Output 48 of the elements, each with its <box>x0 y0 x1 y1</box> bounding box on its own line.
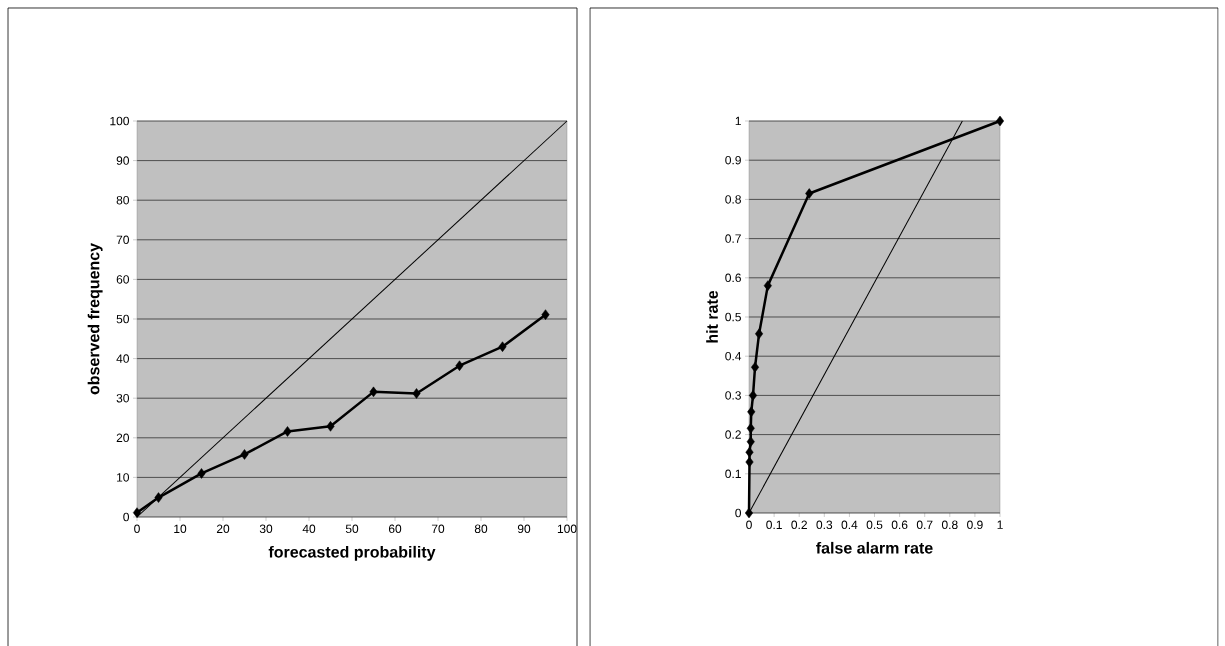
x-axis-title: forecasted probability <box>268 545 436 561</box>
x-tick-label: 40 <box>302 524 316 534</box>
y-tick-label: 0.4 <box>725 351 742 361</box>
x-tick-label: 0.6 <box>891 520 908 530</box>
y-tick-label: 1 <box>735 116 741 126</box>
y-tick-label: 100 <box>110 116 130 126</box>
y-tick-label: 0.7 <box>725 234 741 243</box>
y-tick-label: 0.5 <box>725 312 741 322</box>
y-tick-label: 20 <box>116 433 130 443</box>
y-tick-label: 50 <box>116 314 130 324</box>
x-axis-title: false alarm rate <box>816 541 933 554</box>
x-tick-label: 20 <box>216 524 230 534</box>
y-tick-label: 0 <box>123 512 130 522</box>
x-tick-label: 0.9 <box>967 520 983 530</box>
y-tick-label: 0.9 <box>725 155 741 165</box>
y-tick-label: 0.2 <box>725 430 741 439</box>
y-tick-label: 90 <box>116 156 130 165</box>
y-tick-label: 0.3 <box>725 391 741 400</box>
y-tick-label: 40 <box>116 354 130 363</box>
x-tick-label: 60 <box>388 524 402 534</box>
y-tick-label: 0 <box>735 508 742 518</box>
x-tick-label: 90 <box>517 524 531 534</box>
x-tick-label: 100 <box>557 524 577 534</box>
x-tick-label: 70 <box>431 524 445 534</box>
x-tick-label: 0.1 <box>766 520 782 530</box>
x-tick-label: 80 <box>474 524 488 534</box>
y-tick-label: 30 <box>116 393 130 403</box>
y-axis-title: hit rate <box>706 290 718 343</box>
x-tick-label: 0.7 <box>916 520 933 530</box>
y-axis-title: observed frequency <box>87 243 103 395</box>
y-tick-label: 60 <box>116 275 130 284</box>
x-tick-label: 0.4 <box>841 520 858 530</box>
y-tick-label: 70 <box>116 235 130 245</box>
y-tick-label: 80 <box>116 195 130 205</box>
y-tick-label: 0.8 <box>725 195 741 204</box>
x-tick-label: 0.2 <box>791 520 807 530</box>
y-tick-label: 10 <box>117 473 130 482</box>
x-tick-label: 0.3 <box>816 520 833 530</box>
x-tick-label: 1 <box>997 520 1003 529</box>
y-tick-label: 0.6 <box>725 273 741 283</box>
x-tick-label: 0.5 <box>866 520 883 530</box>
y-tick-label: 0.1 <box>725 469 741 479</box>
x-tick-label: 0 <box>134 524 140 534</box>
x-tick-label: 30 <box>259 524 273 534</box>
x-tick-label: 50 <box>345 524 359 534</box>
x-tick-label: 0 <box>746 520 752 530</box>
x-tick-label: 10 <box>174 524 187 534</box>
x-tick-label: 0.8 <box>941 520 958 530</box>
